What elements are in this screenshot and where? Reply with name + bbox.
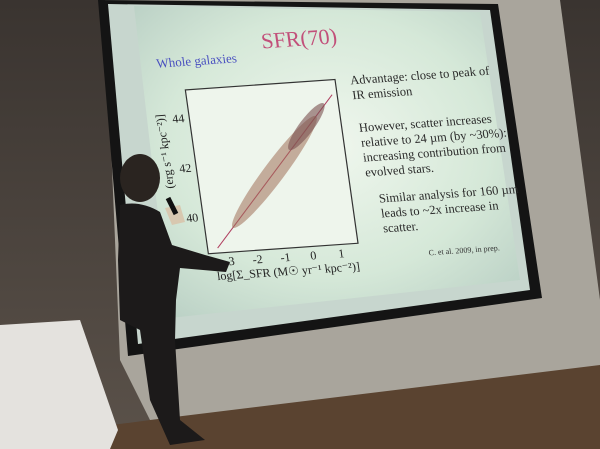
point-cloud [288,102,325,151]
x-tick-label: 0 [309,248,317,262]
y-tick-label: 42 [178,161,192,176]
bullet-line: evolved stars. [364,161,434,180]
slide-subtitle: Whole galaxies [155,50,237,70]
table [0,320,118,449]
head [120,154,160,202]
scatter-cloud [217,94,333,249]
y-tick-label: 40 [185,210,199,225]
body [118,203,230,445]
presenter [118,154,230,445]
y-tick-label: 44 [171,111,185,126]
x-tick-label: -3 [224,254,236,269]
hand [165,205,185,225]
bullet-line: IR emission [351,84,414,102]
microphone [165,196,179,216]
x-tick-label: -1 [279,250,291,265]
slide-title: SFR(70) [259,23,338,53]
bullet-line: scatter. [382,219,419,235]
x-tick-label: 1 [337,246,345,260]
x-tick-label: -2 [252,252,264,267]
